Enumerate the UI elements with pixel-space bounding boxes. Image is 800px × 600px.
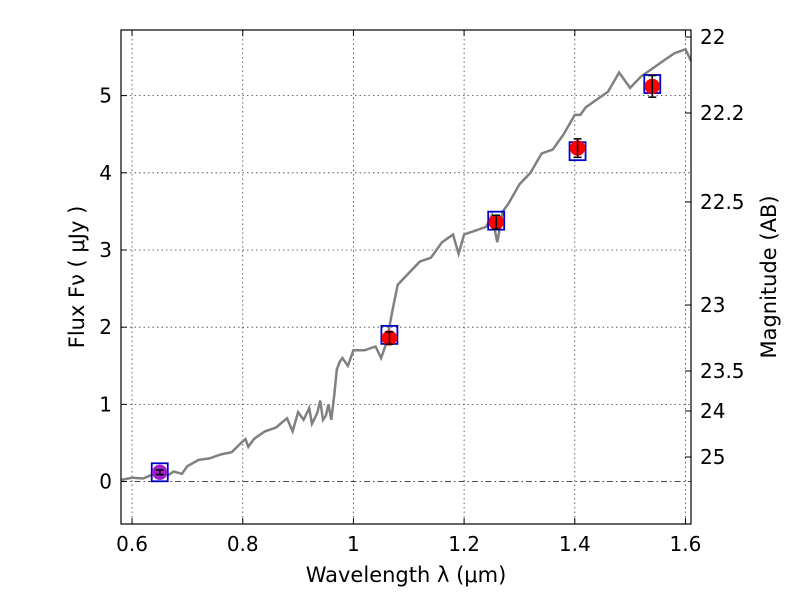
observed-photometry-points — [151, 74, 661, 481]
right-axis-label: Magnitude (AB) — [757, 195, 781, 358]
right-tick-label: 25 — [700, 445, 725, 469]
y-tick-label: 2 — [99, 315, 112, 339]
y-tick-label: 0 — [99, 470, 112, 494]
x-tick-label: 1.4 — [559, 532, 591, 556]
right-tick-label: 24 — [700, 399, 725, 423]
x-tick-label: 1.6 — [670, 532, 702, 556]
plot-frame — [120, 29, 692, 525]
y-tick-label: 3 — [99, 238, 112, 262]
y-tick-label: 5 — [99, 84, 112, 108]
right-axis-ticks: 25 24 23.5 23 22.5 22.2 22 — [685, 25, 745, 469]
model-sed-line — [120, 47, 693, 482]
x-axis-ticks: 0.6 0.8 1 1.2 1.4 1.6 — [116, 30, 701, 556]
right-tick-label: 22 — [700, 25, 725, 49]
x-tick-label: 1 — [347, 532, 360, 556]
x-tick-label: 0.6 — [116, 532, 148, 556]
y-axis-label: Flux Fν ( μJy ) — [65, 206, 89, 349]
x-tick-label: 1.2 — [448, 532, 480, 556]
y-tick-label: 1 — [99, 392, 112, 416]
y-axis-ticks: 0 1 2 3 4 5 — [99, 84, 127, 494]
x-tick-label: 0.8 — [227, 532, 259, 556]
grid — [121, 30, 691, 524]
right-tick-label: 23.5 — [700, 359, 745, 383]
right-tick-label: 23 — [700, 293, 725, 317]
model-square — [150, 462, 169, 483]
y-tick-label: 4 — [99, 161, 112, 185]
x-axis-label: Wavelength λ (μm) — [306, 563, 507, 587]
model-photometry-squares — [150, 74, 662, 483]
right-tick-label: 22.5 — [700, 190, 745, 214]
right-tick-label: 22.2 — [700, 101, 745, 125]
